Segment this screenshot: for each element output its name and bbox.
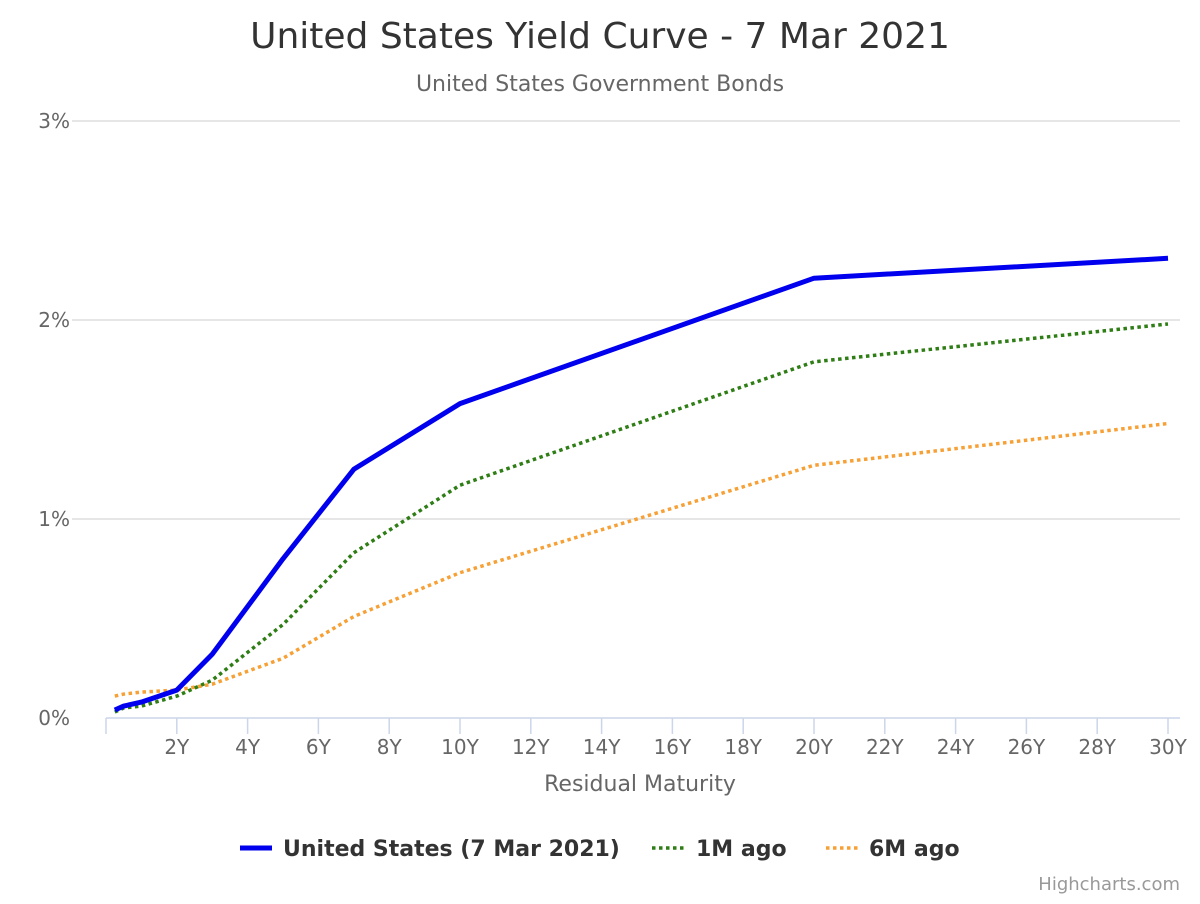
x-tick-label: 20Y [795,735,833,759]
legend-item-2[interactable]: 6M ago [826,837,960,862]
series-line-2[interactable] [114,421,1169,698]
x-tick-label: 22Y [866,735,904,759]
y-axis: 0% 1% 2% 3% [38,109,70,730]
x-axis-title: Residual Maturity [544,772,736,797]
legend-label: United States (7 Mar 2021) [283,837,620,862]
legend-label: 6M ago [869,837,960,862]
x-tick-label: 26Y [1008,735,1046,759]
x-tick-label: 2Y [164,735,190,759]
y-tick-label: 0% [38,706,70,730]
x-tick-label: 24Y [937,735,975,759]
credits-link[interactable]: Highcharts.com [1038,874,1180,895]
x-tick-label: 30Y [1149,735,1187,759]
x-tick-label: 14Y [583,735,621,759]
y-tick-label: 2% [38,308,70,332]
legend: United States (7 Mar 2021) 1M ago 6M ago [240,837,960,862]
plot-series [113,255,1169,714]
legend-label: 1M ago [696,837,787,862]
x-tick-label: 8Y [377,735,403,759]
x-tick-label: 28Y [1078,735,1116,759]
series-line-1[interactable] [114,322,1169,714]
legend-item-0[interactable]: United States (7 Mar 2021) [240,837,620,862]
y-tick-label: 1% [38,507,70,531]
x-tick-label: 6Y [306,735,332,759]
chart-title: United States Yield Curve - 7 Mar 2021 [250,16,950,57]
series-line-0[interactable] [113,255,1169,713]
x-tick-label: 10Y [441,735,479,759]
x-tick-label: 16Y [654,735,692,759]
gridlines [72,120,1180,520]
legend-item-1[interactable]: 1M ago [652,837,787,862]
x-tick-label: 12Y [512,735,550,759]
x-axis: 2Y 4Y 6Y 8Y 10Y 12Y 14Y 16Y 18Y 20Y 22Y 24Y 26Y 28Y 30… [105,717,1188,759]
y-tick-label: 3% [38,109,70,133]
chart-subtitle: United States Government Bonds [416,72,784,97]
x-tick-label: 18Y [724,735,762,759]
x-tick-label: 4Y [235,735,261,759]
